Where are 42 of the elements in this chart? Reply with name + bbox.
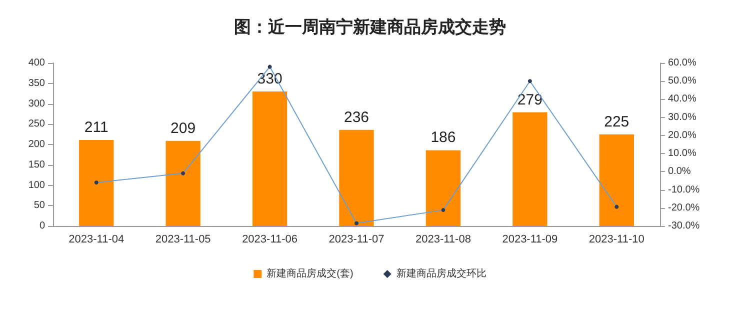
bar [599, 134, 634, 226]
y-tick-label: 200 [28, 139, 46, 150]
data-label: 279 [517, 91, 542, 108]
y2-tick-label: 0.0% [668, 166, 691, 178]
y2-tick-label: 10.0% [668, 148, 696, 160]
x-tick-label: 2023-11-05 [155, 234, 211, 246]
y2-tick-label: 40.0% [668, 94, 696, 105]
y2-tick-label: 20.0% [668, 130, 696, 141]
y-tick-label: 300 [28, 98, 46, 110]
y2-tick-label: -10.0% [668, 184, 700, 196]
data-label: 236 [344, 108, 370, 126]
x-tick-label: 2023-11-04 [68, 234, 124, 246]
x-tick-label: 2023-11-08 [415, 234, 471, 246]
x-tick-label: 2023-11-06 [242, 234, 298, 246]
y-tick-label: 350 [28, 78, 46, 89]
legend-label: 新建商品房成交(套) [266, 268, 354, 280]
y2-tick-label: -20.0% [668, 202, 700, 214]
data-label: 209 [170, 120, 196, 137]
y-tick-label: 150 [28, 159, 46, 170]
bar [512, 112, 548, 226]
data-label: 211 [84, 119, 108, 136]
x-tick-label: 2023-11-10 [588, 234, 644, 246]
bar [426, 150, 461, 226]
y2-tick-label: 50.0% [668, 76, 696, 87]
x-tick-label: 2023-11-07 [328, 234, 384, 246]
y2-tick-label: 60.0% [668, 58, 696, 68]
bar [166, 140, 200, 226]
chart-title: 图：近一周南宁新建商品房成交走势 [234, 18, 506, 38]
legend-label: 新建商品房成交环比 [396, 268, 486, 280]
bar [79, 140, 114, 226]
y-tick-label: 250 [28, 118, 46, 130]
y-tick-label: 400 [28, 58, 46, 68]
bar [252, 92, 288, 226]
y-tick-label: 50 [34, 200, 46, 212]
bar [339, 130, 374, 226]
x-tick-label: 2023-11-09 [502, 234, 558, 246]
data-label: 225 [604, 113, 630, 130]
y-tick-label: 100 [28, 180, 46, 191]
data-label: 186 [430, 129, 456, 146]
y2-tick-label: 30.0% [668, 112, 696, 123]
y-tick-label: 0 [39, 220, 46, 232]
y2-tick-label: -30.0% [668, 220, 700, 232]
